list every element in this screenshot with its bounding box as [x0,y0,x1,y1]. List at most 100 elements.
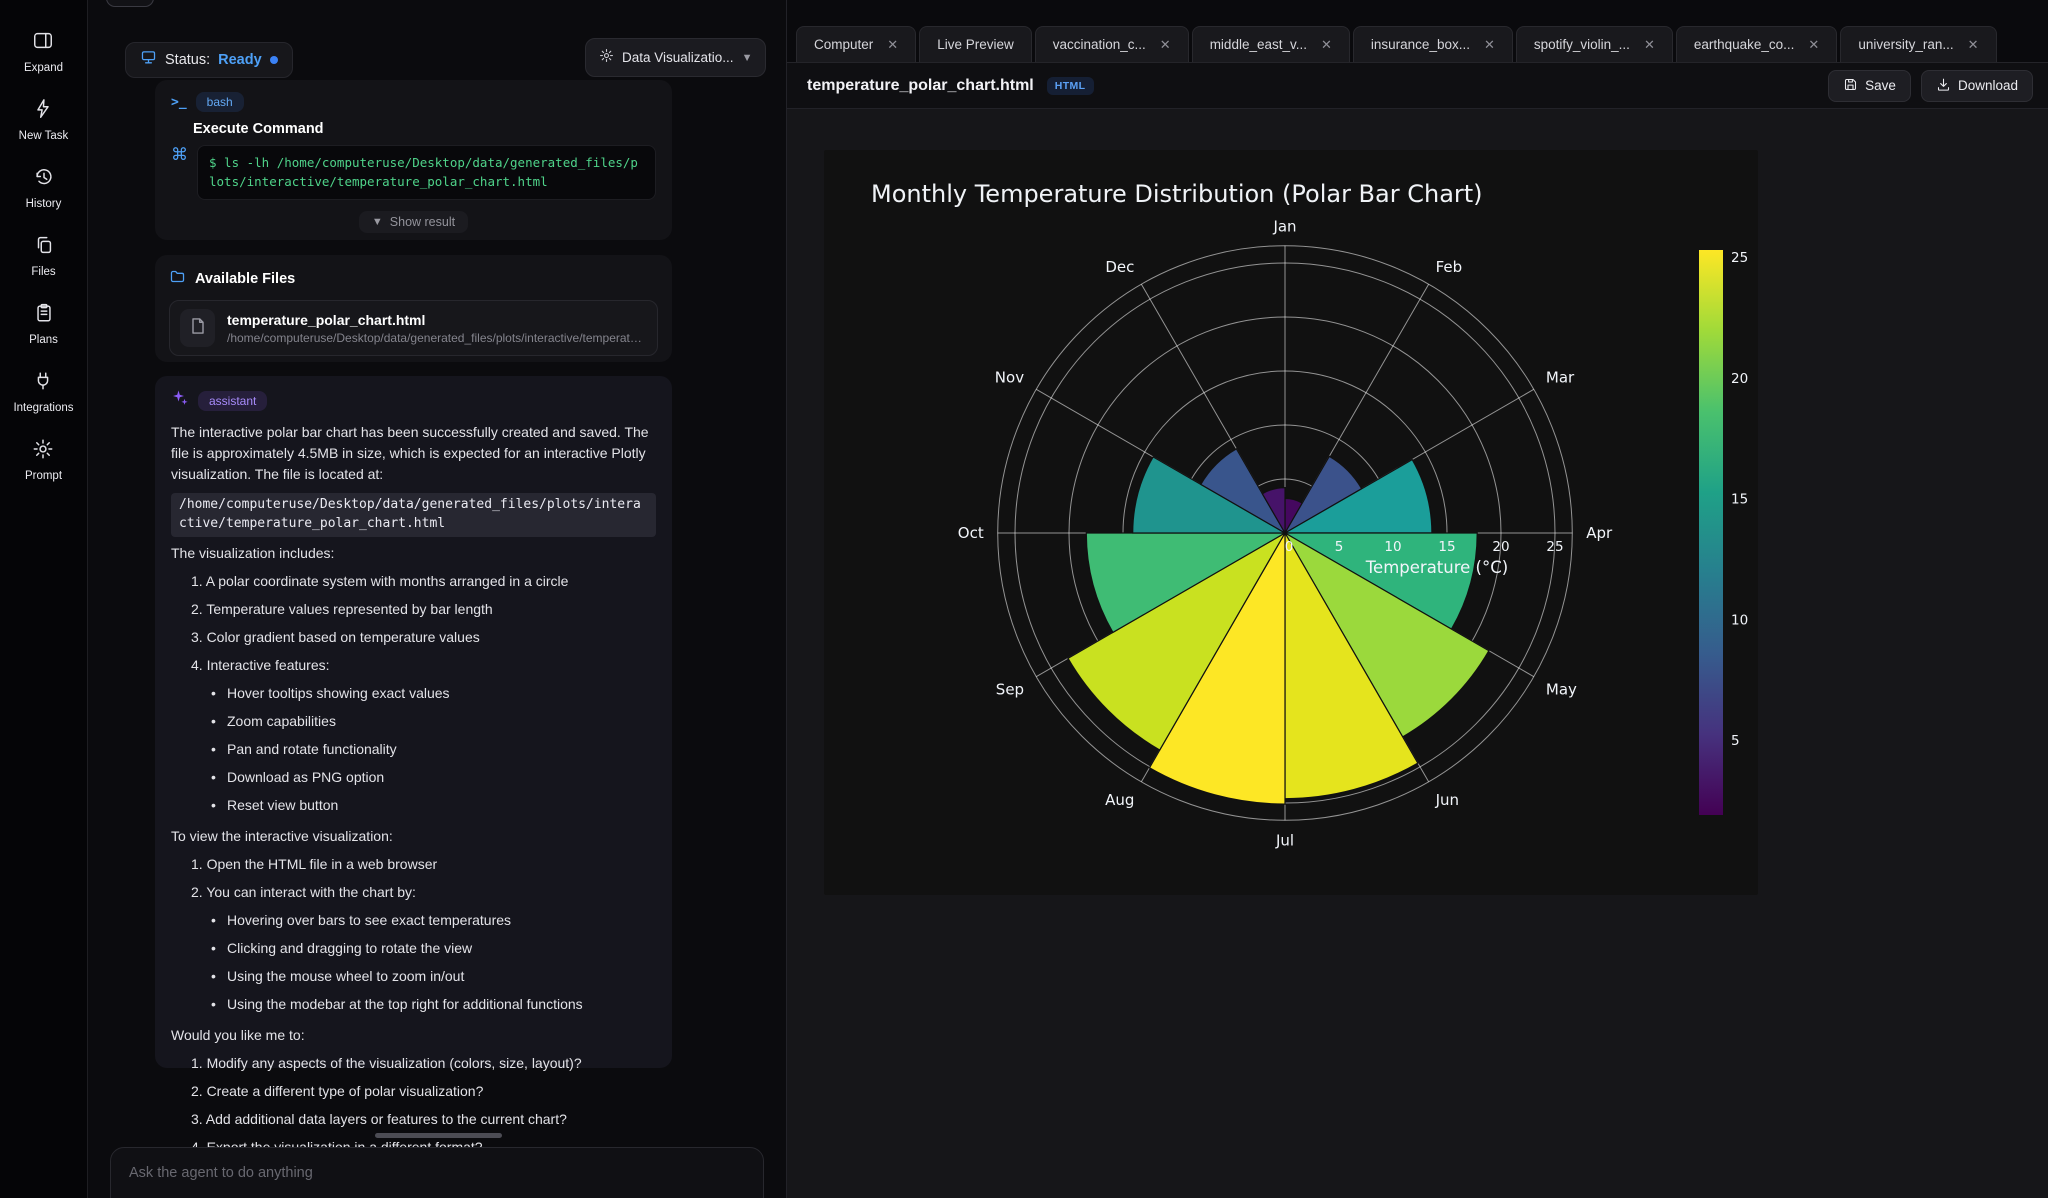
tab-file[interactable]: vaccination_c... ✕ [1035,26,1189,62]
svg-text:0: 0 [1285,539,1294,555]
sidebar-item-label: History [26,198,62,210]
download-button[interactable]: Download [1921,70,2033,102]
files-copy-icon [33,234,55,261]
sidebar-item-history[interactable]: History [26,166,62,210]
assistant-paragraph: The interactive polar bar chart has been… [171,422,656,485]
terminal-icon: >_ [171,95,187,110]
svg-text:Jul: Jul [1275,831,1294,849]
close-icon[interactable]: ✕ [1484,37,1495,53]
svg-text:5: 5 [1731,733,1740,749]
tab-bar: Computer✕ Live Preview vaccination_c... ✕… [787,0,2048,63]
assistant-paragraph: Would you like me to: [171,1025,656,1046]
gear-icon [32,438,54,465]
svg-text:15: 15 [1731,492,1748,508]
close-icon[interactable]: ✕ [1160,37,1171,53]
polar-bar-chart[interactable]: JanFebMarAprMayJunJulAugSepOctNovDec0510… [824,150,1758,895]
svg-text:Dec: Dec [1105,258,1134,276]
sidebar-item-label: Expand [24,62,63,74]
tab-label: Live Preview [937,37,1014,52]
history-clock-icon [33,166,55,193]
svg-text:25: 25 [1731,250,1748,266]
svg-text:Apr: Apr [1586,524,1613,542]
numbered-list: 1. Open the HTML file in a web browser 2… [177,854,656,903]
tab-file[interactable]: middle_east_v...✕ [1192,26,1350,62]
scroll-indicator[interactable] [375,1133,502,1138]
list-item: 3. Add additional data layers or feature… [177,1109,656,1130]
sidebar-item-label: Integrations [13,402,73,414]
svg-text:Feb: Feb [1436,258,1463,276]
tab-live-preview[interactable]: Live Preview [919,26,1032,62]
close-icon[interactable]: ✕ [887,37,898,53]
computer-icon [140,49,157,71]
file-path-code: /home/computeruse/Desktop/data/generated… [171,493,656,537]
close-icon[interactable]: ✕ [1808,37,1819,53]
execute-command-title: Execute Command [193,121,656,137]
available-files-title: Available Files [195,271,295,287]
assistant-message-card: assistant The interactive polar bar char… [155,376,672,1068]
tab-computer[interactable]: Computer✕ [796,26,916,62]
download-label: Download [1958,78,2018,93]
command-key-icon: ⌘ [171,145,188,165]
list-item: 1. Open the HTML file in a web browser [177,854,656,875]
svg-text:20: 20 [1731,371,1748,387]
close-icon[interactable]: ✕ [1321,37,1332,53]
chevron-down-icon: ▼ [742,52,753,64]
show-result-button[interactable]: ▼ Show result [359,211,468,233]
assistant-paragraph: The visualization includes: [171,543,656,564]
svg-text:10: 10 [1731,612,1748,628]
svg-text:Temperature (°C): Temperature (°C) [1365,558,1508,577]
svg-text:Oct: Oct [958,524,984,542]
assistant-role-badge: assistant [198,391,267,411]
numbered-list: 1. A polar coordinate system with months… [177,571,656,676]
tab-file[interactable]: spotify_violin_...✕ [1516,26,1673,62]
composer-input[interactable]: Ask the agent to do anything [110,1147,764,1198]
file-thumb [180,309,215,347]
svg-text:Nov: Nov [995,368,1024,386]
close-icon[interactable]: ✕ [1644,37,1655,53]
list-item: Clicking and dragging to rotate the view [211,938,656,959]
filetype-badge: HTML [1047,77,1094,95]
svg-text:15: 15 [1438,539,1455,555]
tab-label: vaccination_c... [1053,37,1146,52]
svg-text:Mar: Mar [1546,368,1575,386]
sidebar-item-expand[interactable]: Expand [24,30,63,74]
sidebar-item-files[interactable]: Files [31,234,55,278]
sidebar-item-integrations[interactable]: Integrations [13,370,73,414]
list-item: Hover tooltips showing exact values [211,683,656,704]
list-item: 2. Temperature values represented by bar… [177,599,656,620]
chevron-down-icon: ▼ [372,216,383,228]
list-item: Hovering over bars to see exact temperat… [211,910,656,931]
close-icon[interactable]: ✕ [1968,37,1979,53]
save-button[interactable]: Save [1828,70,1911,102]
chat-panel: Status: Ready Data Visualizatio... ▼ >_ … [88,0,786,1198]
numbered-list: 1. Modify any aspects of the visualizati… [177,1053,656,1158]
available-files-card: Available Files temperature_polar_chart.… [155,255,672,362]
svg-text:Jan: Jan [1272,218,1296,236]
sidebar-item-plans[interactable]: Plans [29,302,58,346]
list-item: 2. You can interact with the chart by: [177,882,656,903]
tab-file[interactable]: insurance_box...✕ [1353,26,1513,62]
file-icon [188,316,208,341]
sidebar-item-prompt[interactable]: Prompt [25,438,62,482]
plug-icon [32,370,54,397]
svg-text:20: 20 [1492,539,1509,555]
list-item: 2. Create a different type of polar visu… [177,1081,656,1102]
task-selector-dropdown[interactable]: Data Visualizatio... ▼ [585,38,766,77]
list-item: 3. Color gradient based on temperature v… [177,627,656,648]
bash-tool-card: >_ bash Execute Command ⌘ $ ls -lh /home… [155,80,672,240]
tab-file[interactable]: earthquake_co...✕ [1676,26,1837,62]
plotly-chart-panel: Monthly Temperature Distribution (Polar … [824,150,1758,895]
clipboard-icon [33,302,55,329]
sidebar-item-label: Prompt [25,470,62,482]
file-list-item[interactable]: temperature_polar_chart.html /home/compu… [169,300,658,356]
tool-badge: bash [196,92,244,112]
list-item: Zoom capabilities [211,711,656,732]
tab-file[interactable]: university_ran...✕ [1840,26,1996,62]
panel-expand-icon [32,30,54,57]
svg-text:May: May [1546,681,1577,699]
status-dot [270,56,278,64]
save-label: Save [1865,78,1896,93]
sidebar-item-new-task[interactable]: New Task [19,98,69,142]
svg-text:5: 5 [1335,539,1344,555]
scrolled-card-fragment [106,0,154,7]
